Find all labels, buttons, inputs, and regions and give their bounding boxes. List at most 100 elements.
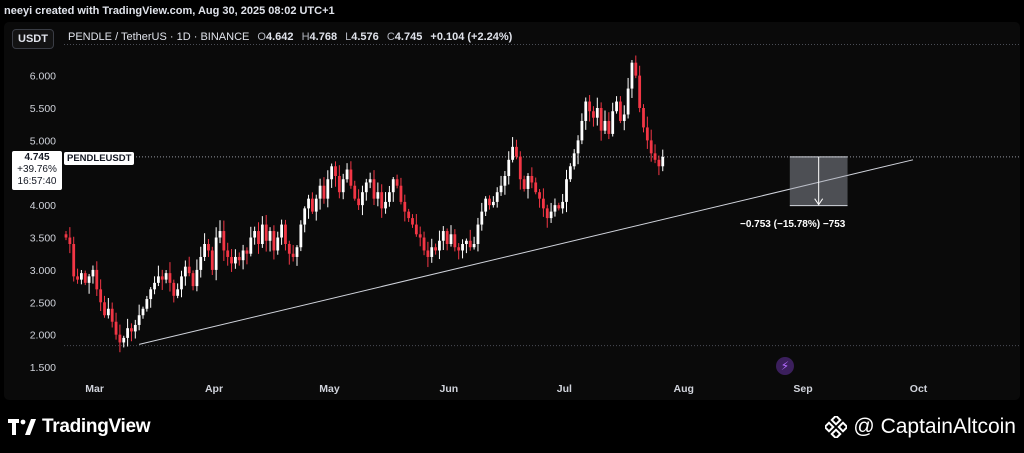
measure-label: −0.753 (−15.78%) −753 bbox=[740, 219, 846, 230]
candle-body bbox=[106, 308, 110, 316]
candle-body bbox=[64, 234, 68, 238]
candle-body bbox=[611, 111, 615, 134]
y-tick-label: 5.500 bbox=[30, 103, 56, 115]
candle bbox=[303, 206, 307, 233]
candle bbox=[353, 180, 357, 201]
candle-body bbox=[280, 224, 283, 238]
lightning-bolt-icon[interactable]: ⚡ bbox=[776, 357, 794, 375]
candle-body bbox=[592, 111, 595, 118]
candle-body bbox=[441, 231, 445, 241]
candle-body bbox=[603, 120, 607, 131]
x-tick-label: Apr bbox=[205, 383, 223, 395]
y-tick-label: 1.500 bbox=[30, 362, 56, 374]
candle bbox=[634, 55, 638, 79]
candle bbox=[642, 104, 645, 133]
candle-body bbox=[495, 192, 499, 202]
candle-body bbox=[372, 179, 376, 199]
currency-button[interactable]: USDT bbox=[12, 29, 54, 49]
candle bbox=[499, 175, 503, 196]
candle bbox=[257, 222, 260, 254]
candle-body bbox=[534, 182, 538, 193]
candle bbox=[438, 230, 441, 260]
candle-body bbox=[118, 334, 122, 343]
candle-body bbox=[561, 201, 565, 209]
x-tick-label: Oct bbox=[910, 383, 928, 395]
candle-body bbox=[476, 224, 480, 244]
candle-body bbox=[418, 234, 422, 238]
candle-body bbox=[380, 192, 384, 209]
candle-body bbox=[453, 234, 457, 248]
candle-body bbox=[403, 201, 407, 212]
legend-close: 4.745 bbox=[394, 31, 423, 43]
candle-body bbox=[653, 153, 657, 160]
candle bbox=[253, 226, 257, 245]
candle bbox=[260, 216, 264, 248]
x-tick-label: Jun bbox=[440, 383, 459, 395]
candle bbox=[426, 241, 430, 268]
candle-body bbox=[68, 237, 72, 244]
candle bbox=[122, 335, 126, 348]
candle-body bbox=[642, 108, 645, 128]
candle bbox=[118, 324, 122, 353]
candle bbox=[507, 151, 511, 185]
candle bbox=[280, 219, 283, 245]
candle-body bbox=[553, 205, 557, 212]
candle bbox=[103, 295, 106, 318]
candle bbox=[349, 161, 353, 189]
candle bbox=[168, 262, 172, 292]
candle bbox=[403, 194, 407, 222]
candle-body bbox=[103, 302, 106, 316]
candle bbox=[114, 312, 118, 340]
price-chart[interactable]: 6.0005.5005.0004.5004.0003.5003.0002.500… bbox=[4, 22, 1020, 400]
candle bbox=[322, 177, 326, 204]
candle bbox=[653, 144, 657, 164]
candle-body bbox=[545, 208, 549, 219]
candle-body bbox=[438, 240, 441, 251]
candle-body bbox=[199, 256, 203, 270]
candle-body bbox=[337, 176, 341, 193]
symbol-price-tag: PENDLEUSDT bbox=[64, 152, 135, 165]
candle-body bbox=[364, 182, 368, 193]
candle bbox=[538, 189, 541, 208]
candle-body bbox=[607, 120, 611, 134]
candle-body bbox=[626, 88, 630, 115]
legend-change: +0.104 (+2.24%) bbox=[430, 31, 513, 43]
y-tick-label: 5.000 bbox=[30, 135, 56, 147]
chart-frame[interactable]: 6.0005.5005.0004.5004.0003.5003.0002.500… bbox=[4, 22, 1020, 400]
candle-body bbox=[87, 276, 91, 283]
candle bbox=[368, 172, 372, 189]
candle-body bbox=[484, 198, 488, 212]
candle bbox=[330, 163, 334, 188]
candle bbox=[149, 287, 153, 308]
candle bbox=[133, 319, 137, 339]
candle-body bbox=[203, 244, 206, 257]
candle-body bbox=[488, 198, 491, 206]
candle-body bbox=[457, 247, 461, 251]
candle bbox=[195, 259, 199, 292]
candle-body bbox=[130, 328, 133, 332]
candle bbox=[422, 231, 426, 256]
candle bbox=[622, 105, 626, 131]
candle bbox=[557, 202, 561, 211]
candle bbox=[599, 102, 603, 141]
candle bbox=[603, 110, 607, 135]
candle bbox=[226, 242, 230, 266]
ohlc-legend: PENDLE / TetherUS · 1D · BINANCE O4.642 … bbox=[68, 31, 512, 43]
legend-open: 4.642 bbox=[265, 31, 294, 43]
y-tick-label: 2.000 bbox=[30, 330, 56, 342]
candle-body bbox=[326, 179, 330, 199]
tradingview-logo-icon bbox=[8, 419, 36, 435]
candle bbox=[287, 240, 291, 265]
binance-diamond-icon bbox=[825, 416, 848, 438]
candle bbox=[64, 231, 68, 241]
candle bbox=[337, 165, 341, 199]
candle bbox=[561, 193, 565, 214]
candle-body bbox=[341, 179, 345, 193]
candle bbox=[295, 245, 299, 266]
candle-body bbox=[268, 231, 272, 241]
candle bbox=[314, 194, 318, 221]
candle-body bbox=[241, 250, 245, 261]
candle bbox=[491, 196, 495, 208]
candle bbox=[626, 77, 630, 119]
candle bbox=[180, 270, 183, 298]
